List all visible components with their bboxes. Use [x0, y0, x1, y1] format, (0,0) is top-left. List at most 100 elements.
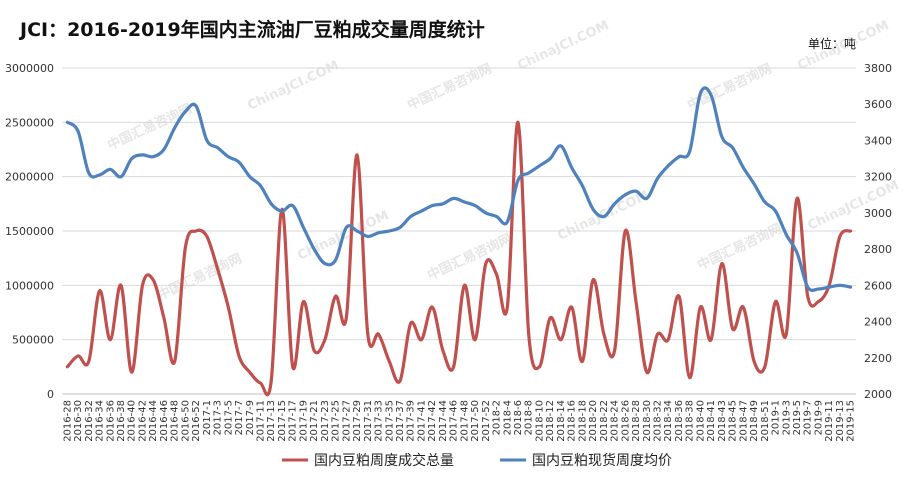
x-tick-label: 2018-20 — [588, 400, 599, 442]
y-left-tick-label: 1500000 — [5, 225, 54, 238]
data-point-volume — [635, 300, 637, 303]
x-tick-label: 2017-29 — [352, 400, 363, 442]
legend[interactable]: 国内豆粕周度成交总量 国内豆粕现货周度均价 — [282, 452, 672, 469]
x-tick-label: 2016-44 — [148, 400, 159, 442]
data-point-volume — [270, 380, 273, 382]
x-tick-label: 2018-18 — [577, 400, 588, 442]
data-point-price — [731, 146, 734, 149]
data-point-volume — [345, 317, 348, 319]
data-point-volume — [656, 333, 659, 336]
x-tick-label: 2017-37 — [395, 400, 406, 442]
data-point-price — [184, 110, 187, 113]
data-point-volume — [688, 376, 691, 379]
data-point-price — [517, 179, 519, 182]
data-point-volume — [302, 300, 305, 303]
x-tick-label: 2018-45 — [728, 400, 739, 442]
data-point-volume — [678, 295, 680, 298]
data-point-volume — [152, 279, 155, 281]
data-point-price — [549, 157, 552, 160]
data-point-price — [613, 202, 616, 205]
x-tick-label: 2016-52 — [191, 400, 202, 442]
data-point-volume — [581, 360, 584, 363]
x-tick-label: 2017-35 — [384, 400, 395, 442]
data-point-price — [839, 284, 841, 287]
data-point-volume — [130, 371, 133, 374]
data-point-price — [667, 164, 670, 167]
data-point-price — [463, 201, 466, 203]
y-axis-left: 0 500000 1000000 1500000 2000000 2500000 30000… — [5, 62, 54, 401]
data-point-price — [645, 197, 648, 200]
data-point-price — [656, 177, 659, 180]
x-tick-label: 2018-16 — [567, 400, 578, 442]
data-point-volume — [796, 197, 798, 200]
x-tick-label: 2017-27 — [341, 400, 352, 442]
x-tick-label: 2017-1 — [202, 400, 213, 435]
x-tick-label: 2018-28 — [631, 400, 642, 442]
y-right-tick-label: 2000 — [864, 388, 892, 401]
watermark-text: 中国汇易咨询网 — [695, 221, 784, 274]
x-tick-label: 2017-31 — [363, 400, 374, 442]
x-tick-label: 2017-33 — [374, 400, 385, 442]
x-tick-label: 2016-38 — [116, 400, 127, 442]
data-point-volume — [495, 273, 498, 276]
watermark-layer: 中国汇易咨询网 ChinaJCI.COM 中国汇易咨询网 ChinaJCI.COM 中国… — [105, 18, 901, 303]
data-point-price — [205, 139, 208, 142]
data-point-price — [259, 184, 262, 187]
data-point-volume — [356, 154, 358, 156]
data-point-volume — [377, 333, 380, 336]
x-tick-label: 2016-46 — [159, 400, 170, 442]
data-point-price — [763, 201, 766, 203]
data-point-price — [635, 190, 637, 193]
y-right-tick-label: 3800 — [864, 62, 892, 75]
series-price — [65, 86, 853, 292]
data-point-price — [538, 164, 541, 167]
series-line-volume — [65, 120, 853, 397]
x-tick-label: 2018-49 — [749, 400, 760, 442]
x-tick-label: 2019-1 — [771, 400, 782, 435]
data-point-volume — [205, 235, 208, 238]
data-point-price — [409, 215, 412, 218]
y-right-tick-label: 2200 — [864, 352, 892, 365]
watermark-text: 中国汇易咨询网 — [155, 251, 244, 304]
x-tick-label: 2016-48 — [170, 400, 181, 442]
data-point-volume — [388, 360, 391, 363]
data-point-volume — [753, 360, 755, 363]
data-point-price — [356, 230, 358, 232]
data-point-volume — [474, 338, 476, 341]
data-point-price — [474, 204, 476, 207]
data-point-volume — [184, 246, 187, 249]
data-point-volume — [109, 338, 112, 341]
data-point-volume — [334, 295, 337, 298]
data-point-volume — [839, 235, 841, 238]
data-point-price — [77, 130, 79, 133]
data-point-volume — [742, 306, 745, 308]
data-point-volume — [720, 262, 723, 265]
data-point-price — [742, 166, 745, 169]
data-point-price — [678, 155, 680, 158]
data-point-price — [173, 126, 176, 129]
x-tick-label: 2017-15 — [277, 400, 288, 442]
x-tick-label: 2018-40 — [695, 400, 706, 442]
data-point-volume — [195, 230, 198, 232]
data-point-volume — [570, 306, 573, 308]
data-point-price — [570, 166, 573, 169]
data-point-volume — [592, 279, 595, 281]
y-right-tick-label: 2600 — [864, 279, 892, 292]
x-tick-label: 2017-9 — [245, 400, 256, 435]
data-point-price — [345, 226, 348, 229]
data-point-price — [238, 161, 240, 164]
series-volume — [65, 120, 853, 397]
y-left-tick-label: 1000000 — [5, 279, 54, 292]
data-point-price — [334, 259, 337, 261]
data-point-price — [495, 215, 498, 218]
data-point-volume — [785, 333, 788, 336]
data-point-volume — [366, 333, 369, 336]
data-point-price — [560, 144, 562, 147]
x-tick-label: 2018-30 — [642, 400, 653, 442]
x-tick-label: 2016-40 — [127, 400, 138, 442]
data-point-volume — [409, 322, 412, 325]
x-tick-label: 2017-50 — [470, 400, 481, 442]
x-tick-label: 2016-30 — [73, 400, 84, 442]
data-point-volume — [560, 338, 562, 341]
data-point-price — [699, 92, 702, 95]
